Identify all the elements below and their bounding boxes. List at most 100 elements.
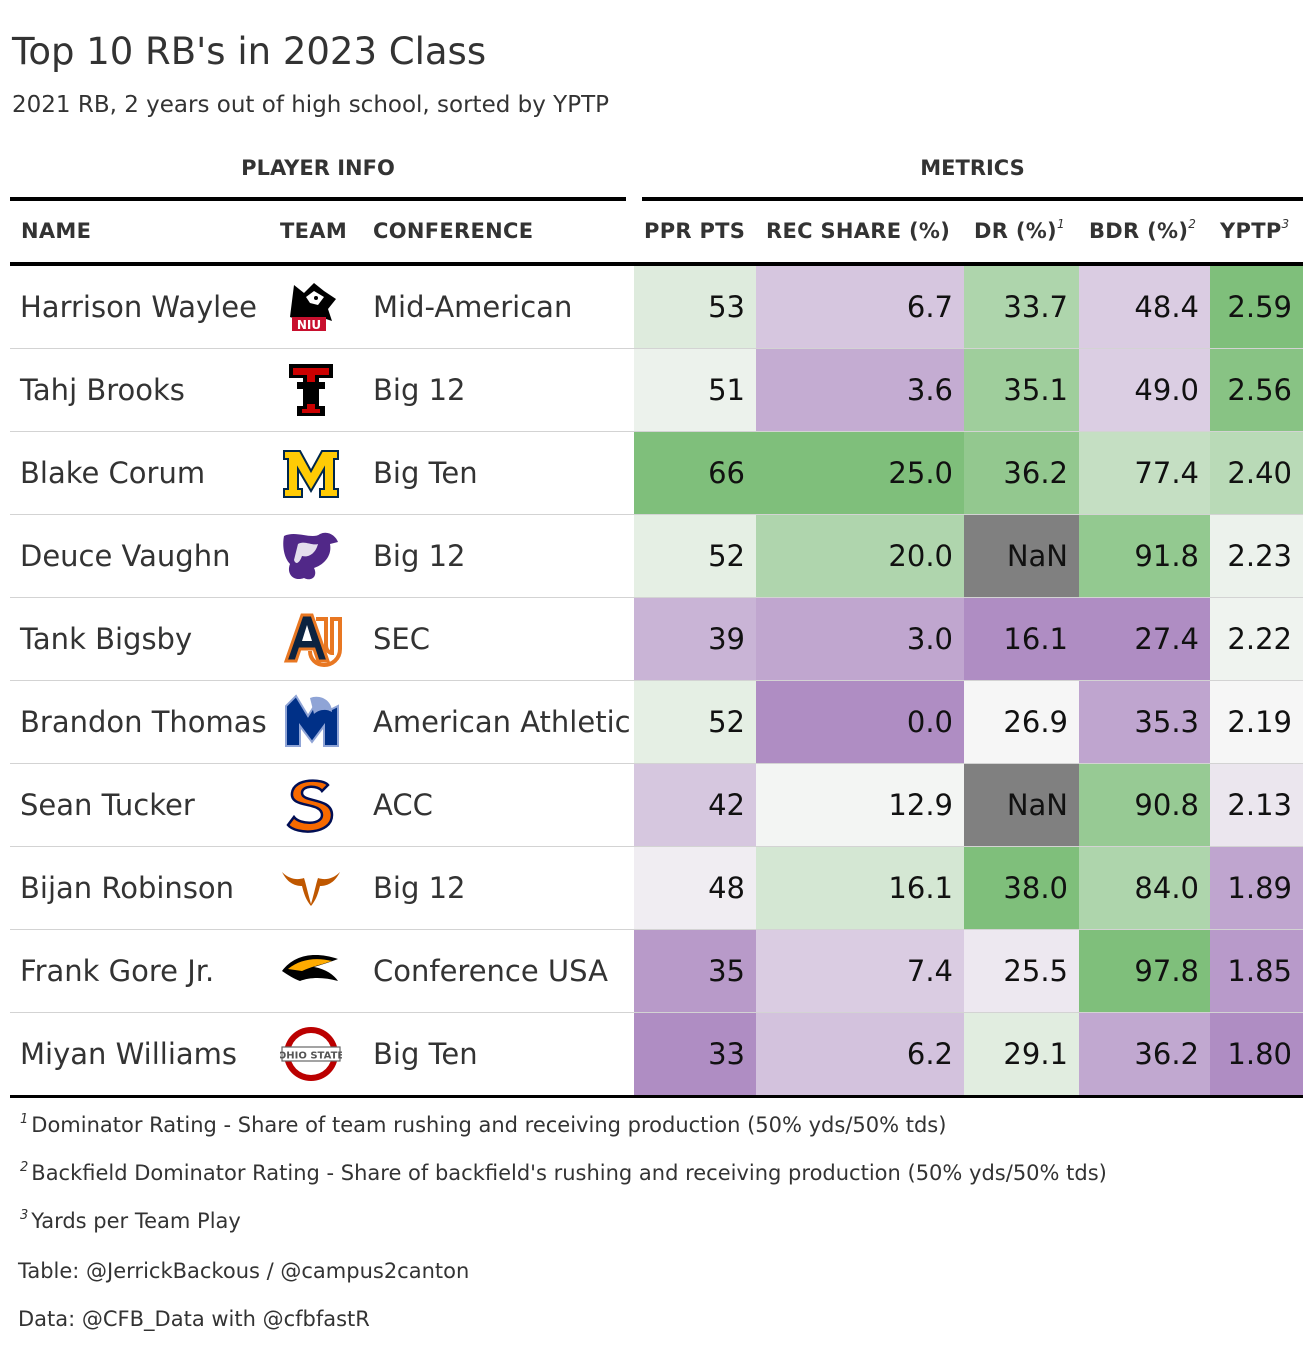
rec-share-cell: 3.6 xyxy=(756,349,964,431)
ppr-cell: 42 xyxy=(634,764,756,846)
rec-share-cell: 6.2 xyxy=(756,1013,964,1095)
niu-huskies-logo: NIU xyxy=(290,283,336,332)
yptp-cell: 1.80 xyxy=(1210,1013,1303,1095)
dr-cell: 36.2 xyxy=(964,432,1079,514)
footnote-1: 1 Dominator Rating - Share of team rushin… xyxy=(20,1112,947,1137)
conference-cell: Big 12 xyxy=(373,539,466,573)
kansas-state-logo xyxy=(283,532,338,580)
dr-cell: 16.1 xyxy=(964,598,1079,680)
row-divider xyxy=(10,431,1303,432)
memphis-logo xyxy=(285,694,339,747)
rec-share-cell: 12.9 xyxy=(756,764,964,846)
bdr-cell: 91.8 xyxy=(1079,515,1210,597)
ppr-cell: 53 xyxy=(634,266,756,348)
column-header-bdr: BDR (%)2 xyxy=(1089,217,1196,243)
rec-share-cell: 25.0 xyxy=(756,432,964,514)
table-row: Brandon Thomas American Athletic 52 0.0 26.9… xyxy=(10,681,1303,764)
table-row: Sean Tucker ACC 42 12.9 NaN 90.8 2.13 xyxy=(10,764,1303,847)
footnote-1-text: Dominator Rating - Share of team rushing… xyxy=(31,1113,947,1137)
row-divider xyxy=(10,597,1303,598)
column-header-dr-label: DR (%) xyxy=(974,219,1057,243)
conference-cell: Big 12 xyxy=(373,373,466,407)
conference-cell: Conference USA xyxy=(373,954,608,988)
spanner-rule-player-info xyxy=(10,197,626,201)
yptp-cell: 2.19 xyxy=(1210,681,1303,763)
player-name-cell: Frank Gore Jr. xyxy=(20,954,215,988)
bdr-cell: 84.0 xyxy=(1079,847,1210,929)
column-header-yptp-label: YPTP xyxy=(1220,219,1282,243)
table-row: Tank Bigsby SEC 39 3.0 16.1 27.4 2.22 xyxy=(10,598,1303,681)
syracuse-logo xyxy=(286,779,334,833)
yptp-cell: 2.23 xyxy=(1210,515,1303,597)
ppr-cell: 51 xyxy=(634,349,756,431)
table-row: Harrison Waylee NIU Mid-American 53 6.7 33.7 4… xyxy=(10,266,1303,349)
player-name-cell: Sean Tucker xyxy=(20,788,195,822)
footnote-3-text: Yards per Team Play xyxy=(31,1209,241,1233)
yptp-cell: 2.40 xyxy=(1210,432,1303,514)
table-row: Frank Gore Jr. Conference USA 35 7.4 25.5 97.… xyxy=(10,930,1303,1013)
table-row: Deuce Vaughn Big 12 52 20.0 NaN 91.8 2.23 xyxy=(10,515,1303,598)
table-bottom-rule xyxy=(10,1095,1303,1098)
player-name-cell: Miyan Williams xyxy=(20,1037,238,1071)
table-row: Miyan Williams OHIO STATE Big Ten 33 6.2 29.1… xyxy=(10,1013,1303,1096)
ppr-cell: 35 xyxy=(634,930,756,1012)
dr-cell: 29.1 xyxy=(964,1013,1079,1095)
column-header-team: TEAM xyxy=(280,219,348,243)
player-name-cell: Deuce Vaughn xyxy=(20,539,231,573)
spanner-metrics: METRICS xyxy=(920,156,1025,180)
ppr-cell: 52 xyxy=(634,681,756,763)
table-row: Tahj Brooks Big 12 51 3.6 35.1 49.0 2.56 xyxy=(10,349,1303,432)
column-header-rec-share: REC SHARE (%) xyxy=(766,219,951,243)
ppr-cell: 52 xyxy=(634,515,756,597)
ohio-state-logo: OHIO STATE xyxy=(280,1027,342,1081)
yptp-cell: 2.56 xyxy=(1210,349,1303,431)
table-row: Blake Corum Big Ten 66 25.0 36.2 77.4 2.40 xyxy=(10,432,1303,515)
team-logo-cell: NIU xyxy=(280,266,342,348)
ppr-cell: 39 xyxy=(634,598,756,680)
team-logo-cell xyxy=(280,432,342,514)
column-header-conference: CONFERENCE xyxy=(373,219,534,243)
southern-miss-logo xyxy=(282,955,338,981)
dr-cell: NaN xyxy=(964,515,1079,597)
conference-cell: American Athletic xyxy=(373,705,631,739)
conference-cell: SEC xyxy=(373,622,430,656)
rec-share-cell: 6.7 xyxy=(756,266,964,348)
row-divider xyxy=(10,929,1303,930)
conference-cell: Big Ten xyxy=(373,1037,478,1071)
row-divider xyxy=(10,763,1303,764)
bdr-cell: 90.8 xyxy=(1079,764,1210,846)
table-header-rule xyxy=(10,262,1303,266)
source-note-data: Data: @CFB_Data with @cfbfastR xyxy=(18,1307,370,1331)
player-name-cell: Tahj Brooks xyxy=(20,373,185,407)
spanner-player-info: PLAYER INFO xyxy=(241,156,395,180)
dr-cell: 33.7 xyxy=(964,266,1079,348)
table-title: Top 10 RB's in 2023 Class xyxy=(12,30,487,73)
footnote-3: 3 Yards per Team Play xyxy=(20,1208,241,1233)
player-name-cell: Tank Bigsby xyxy=(20,622,193,656)
team-logo-cell xyxy=(280,847,342,929)
texas-tech-logo xyxy=(289,364,333,416)
dr-cell: NaN xyxy=(964,764,1079,846)
team-logo-cell xyxy=(280,681,342,763)
footnote-2: 2 Backfield Dominator Rating - Share of b… xyxy=(20,1160,1107,1185)
dr-cell: 38.0 xyxy=(964,847,1079,929)
rec-share-cell: 3.0 xyxy=(756,598,964,680)
bdr-cell: 36.2 xyxy=(1079,1013,1210,1095)
footnote-mark-dr: 1 xyxy=(1056,217,1065,231)
ppr-cell: 66 xyxy=(634,432,756,514)
yptp-cell: 2.13 xyxy=(1210,764,1303,846)
source-note-table: Table: @JerrickBackous / @campus2canton xyxy=(18,1259,470,1283)
team-logo-cell xyxy=(280,930,342,1012)
footnote-2-mark: 2 xyxy=(20,1160,29,1175)
footnote-2-text: Backfield Dominator Rating - Share of ba… xyxy=(31,1161,1107,1185)
player-name-cell: Blake Corum xyxy=(20,456,206,490)
conference-cell: ACC xyxy=(373,788,433,822)
dr-cell: 25.5 xyxy=(964,930,1079,1012)
spanner-rule-metrics xyxy=(642,197,1303,201)
column-header-bdr-label: BDR (%) xyxy=(1089,219,1189,243)
yptp-cell: 2.22 xyxy=(1210,598,1303,680)
texas-longhorns-logo xyxy=(282,872,340,906)
michigan-logo xyxy=(283,450,339,498)
player-name-cell: Bijan Robinson xyxy=(20,871,235,905)
svg-text:OHIO STATE: OHIO STATE xyxy=(280,1051,342,1062)
